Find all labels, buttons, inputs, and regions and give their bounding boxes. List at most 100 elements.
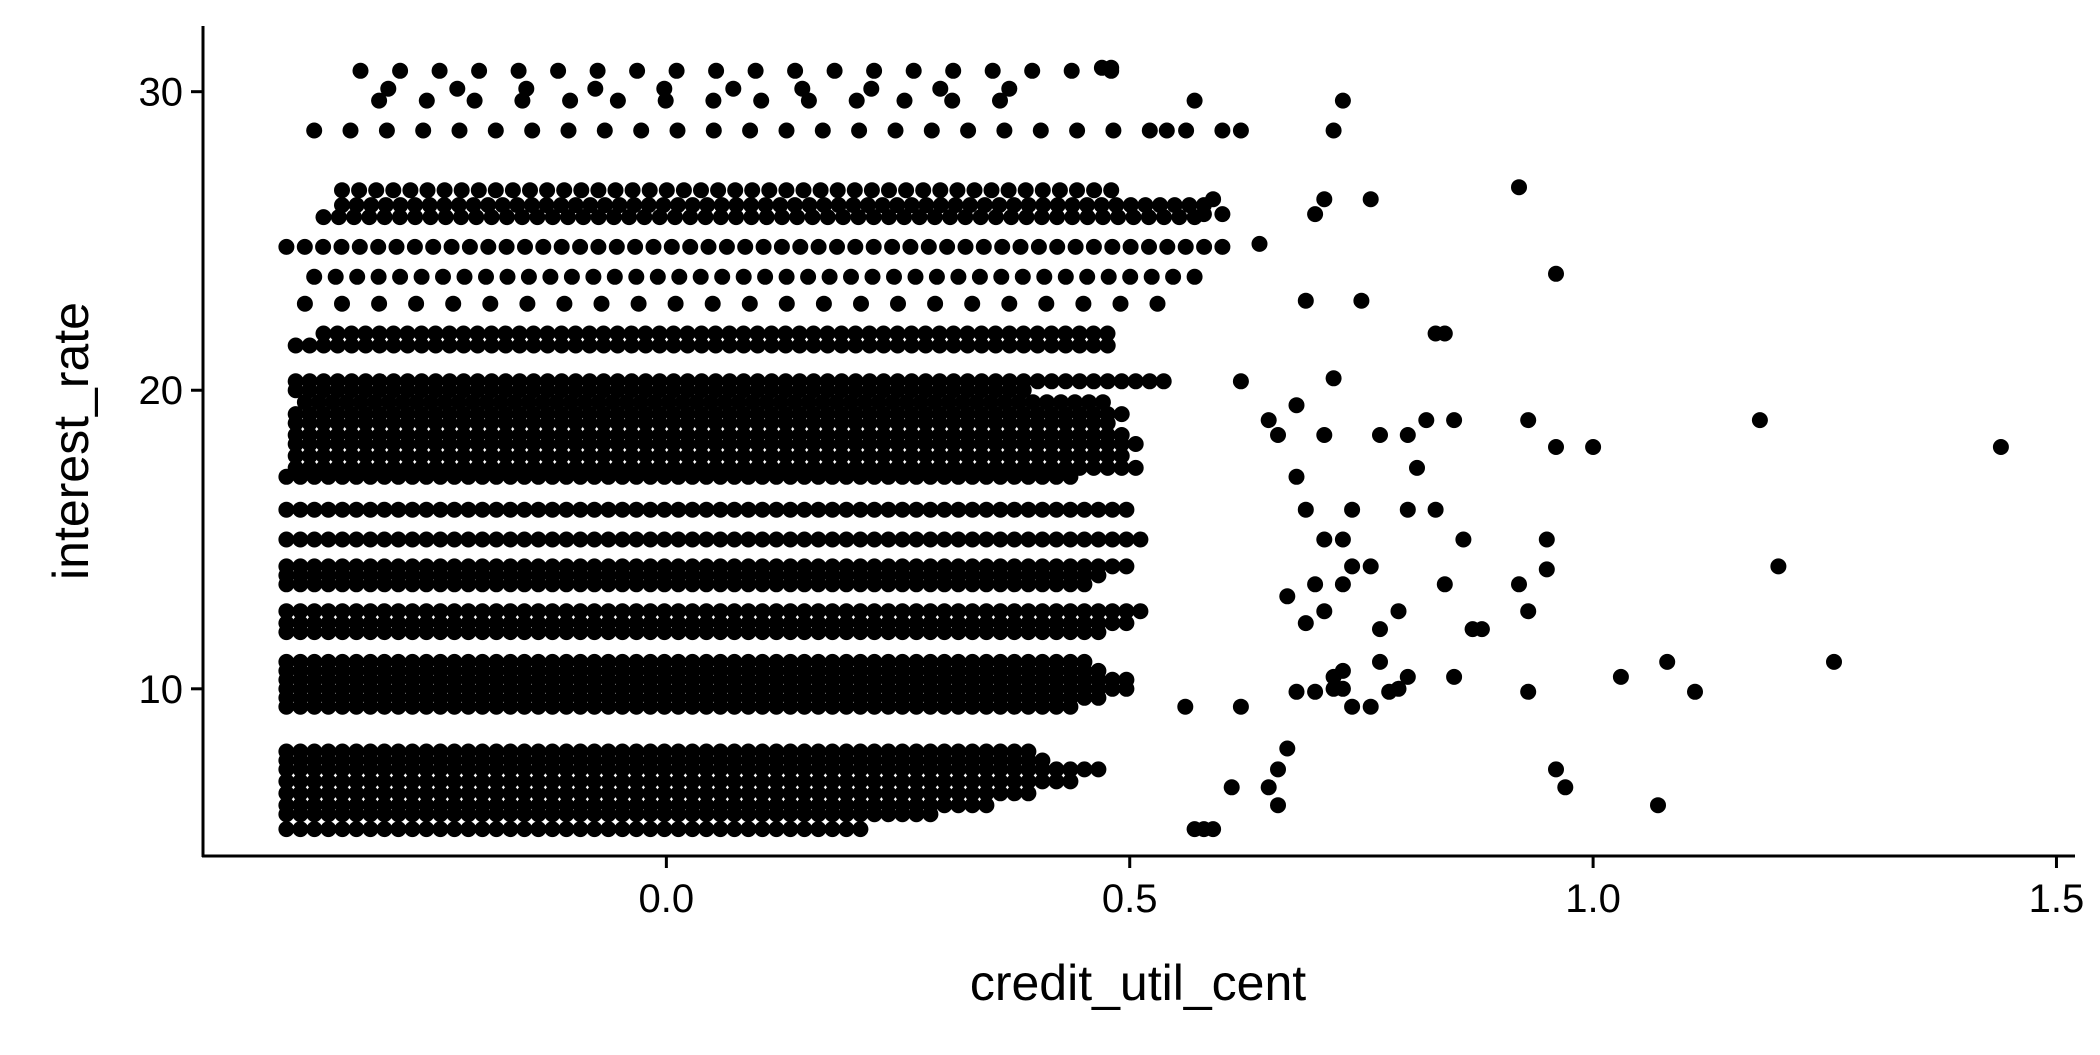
data-point (572, 785, 589, 802)
data-point (838, 615, 855, 632)
data-point (1057, 427, 1074, 443)
data-point (301, 447, 318, 464)
data-point (917, 373, 934, 390)
data-point (380, 80, 397, 97)
data-point (558, 773, 575, 790)
data-point (453, 182, 470, 199)
data-point (651, 209, 668, 226)
data-point (362, 653, 379, 670)
data-point (357, 337, 374, 354)
data-point (810, 603, 827, 620)
data-point (593, 295, 610, 312)
data-point (376, 209, 393, 226)
data-point (626, 197, 643, 214)
data-point (488, 773, 505, 790)
data-point (656, 653, 673, 670)
data-point (446, 773, 463, 790)
data-point (865, 238, 882, 255)
data-point (1063, 62, 1080, 79)
data-point (370, 238, 387, 255)
data-point (1344, 501, 1361, 518)
data-point (754, 797, 771, 814)
y-tick-label: 10 (139, 668, 184, 712)
data-point (824, 743, 841, 760)
data-point (908, 558, 925, 575)
data-point (525, 373, 542, 390)
data-point (558, 785, 575, 802)
data-point (819, 447, 836, 464)
data-point (682, 209, 699, 226)
data-point (726, 531, 743, 548)
data-point (656, 603, 673, 620)
data-point (960, 122, 977, 139)
data-point (763, 427, 780, 443)
data-point (483, 427, 500, 443)
data-point (514, 209, 531, 226)
data-point (727, 182, 744, 199)
data-point (388, 238, 405, 255)
data-point (624, 182, 641, 199)
data-point (296, 295, 313, 312)
data-point (1015, 447, 1032, 464)
data-point (390, 821, 407, 838)
data-point (595, 373, 612, 390)
data-point (922, 501, 939, 518)
data-point (478, 394, 495, 411)
data-point (707, 427, 724, 443)
data-point (1036, 268, 1053, 285)
data-point (1038, 394, 1055, 411)
data-point (657, 92, 674, 109)
data-point (651, 337, 668, 354)
data-point (992, 615, 1009, 632)
data-point (670, 653, 687, 670)
data-point (847, 427, 864, 443)
data-point (646, 394, 663, 411)
data-point (726, 821, 743, 838)
data-point (944, 92, 961, 109)
data-point (1076, 615, 1093, 632)
data-point (609, 427, 626, 443)
data-point (1090, 615, 1107, 632)
data-point (404, 531, 421, 548)
data-point (716, 394, 733, 411)
data-point (600, 743, 617, 760)
data-point (777, 447, 794, 464)
data-point (586, 797, 603, 814)
data-point (707, 447, 724, 464)
data-point (600, 785, 617, 802)
data-point (1071, 325, 1088, 342)
data-point (329, 337, 346, 354)
data-point (586, 603, 603, 620)
data-point (922, 603, 939, 620)
data-point (743, 209, 760, 226)
data-point (348, 653, 365, 670)
data-point (488, 615, 505, 632)
data-point (754, 821, 771, 838)
data-point (1085, 325, 1102, 342)
data-point (1307, 206, 1324, 223)
data-point (483, 325, 500, 342)
data-point (1071, 459, 1088, 476)
data-point (460, 615, 477, 632)
data-point (306, 268, 323, 285)
data-point (362, 603, 379, 620)
data-point (1171, 209, 1188, 226)
data-point (474, 773, 491, 790)
data-point (735, 459, 752, 476)
data-point (465, 197, 482, 214)
data-point (936, 603, 953, 620)
data-point (791, 427, 808, 443)
data-point (572, 743, 589, 760)
data-point (1080, 394, 1097, 411)
data-point (1001, 295, 1018, 312)
data-point (1141, 238, 1157, 255)
data-point (502, 797, 519, 814)
data-point (898, 394, 915, 411)
data-point (1006, 653, 1023, 670)
data-point (939, 238, 956, 255)
data-point (586, 785, 603, 802)
data-point (1826, 653, 1842, 670)
data-point (446, 821, 463, 838)
data-point (1075, 295, 1092, 312)
data-point (866, 773, 883, 790)
